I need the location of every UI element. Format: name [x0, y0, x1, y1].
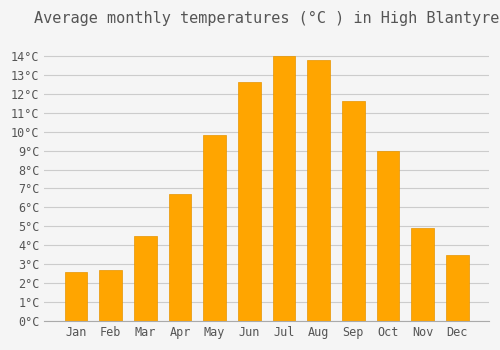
Bar: [238, 83, 260, 321]
Bar: [446, 255, 468, 321]
Bar: [100, 270, 122, 321]
Title: Average monthly temperatures (°C ) in High Blantyre: Average monthly temperatures (°C ) in Hi…: [34, 11, 500, 26]
Bar: [64, 272, 87, 321]
Bar: [168, 194, 192, 321]
Bar: [308, 60, 330, 321]
Bar: [272, 56, 295, 321]
Bar: [342, 102, 364, 321]
Bar: [377, 150, 400, 321]
Bar: [412, 228, 434, 321]
Bar: [134, 236, 156, 321]
Bar: [204, 135, 226, 321]
